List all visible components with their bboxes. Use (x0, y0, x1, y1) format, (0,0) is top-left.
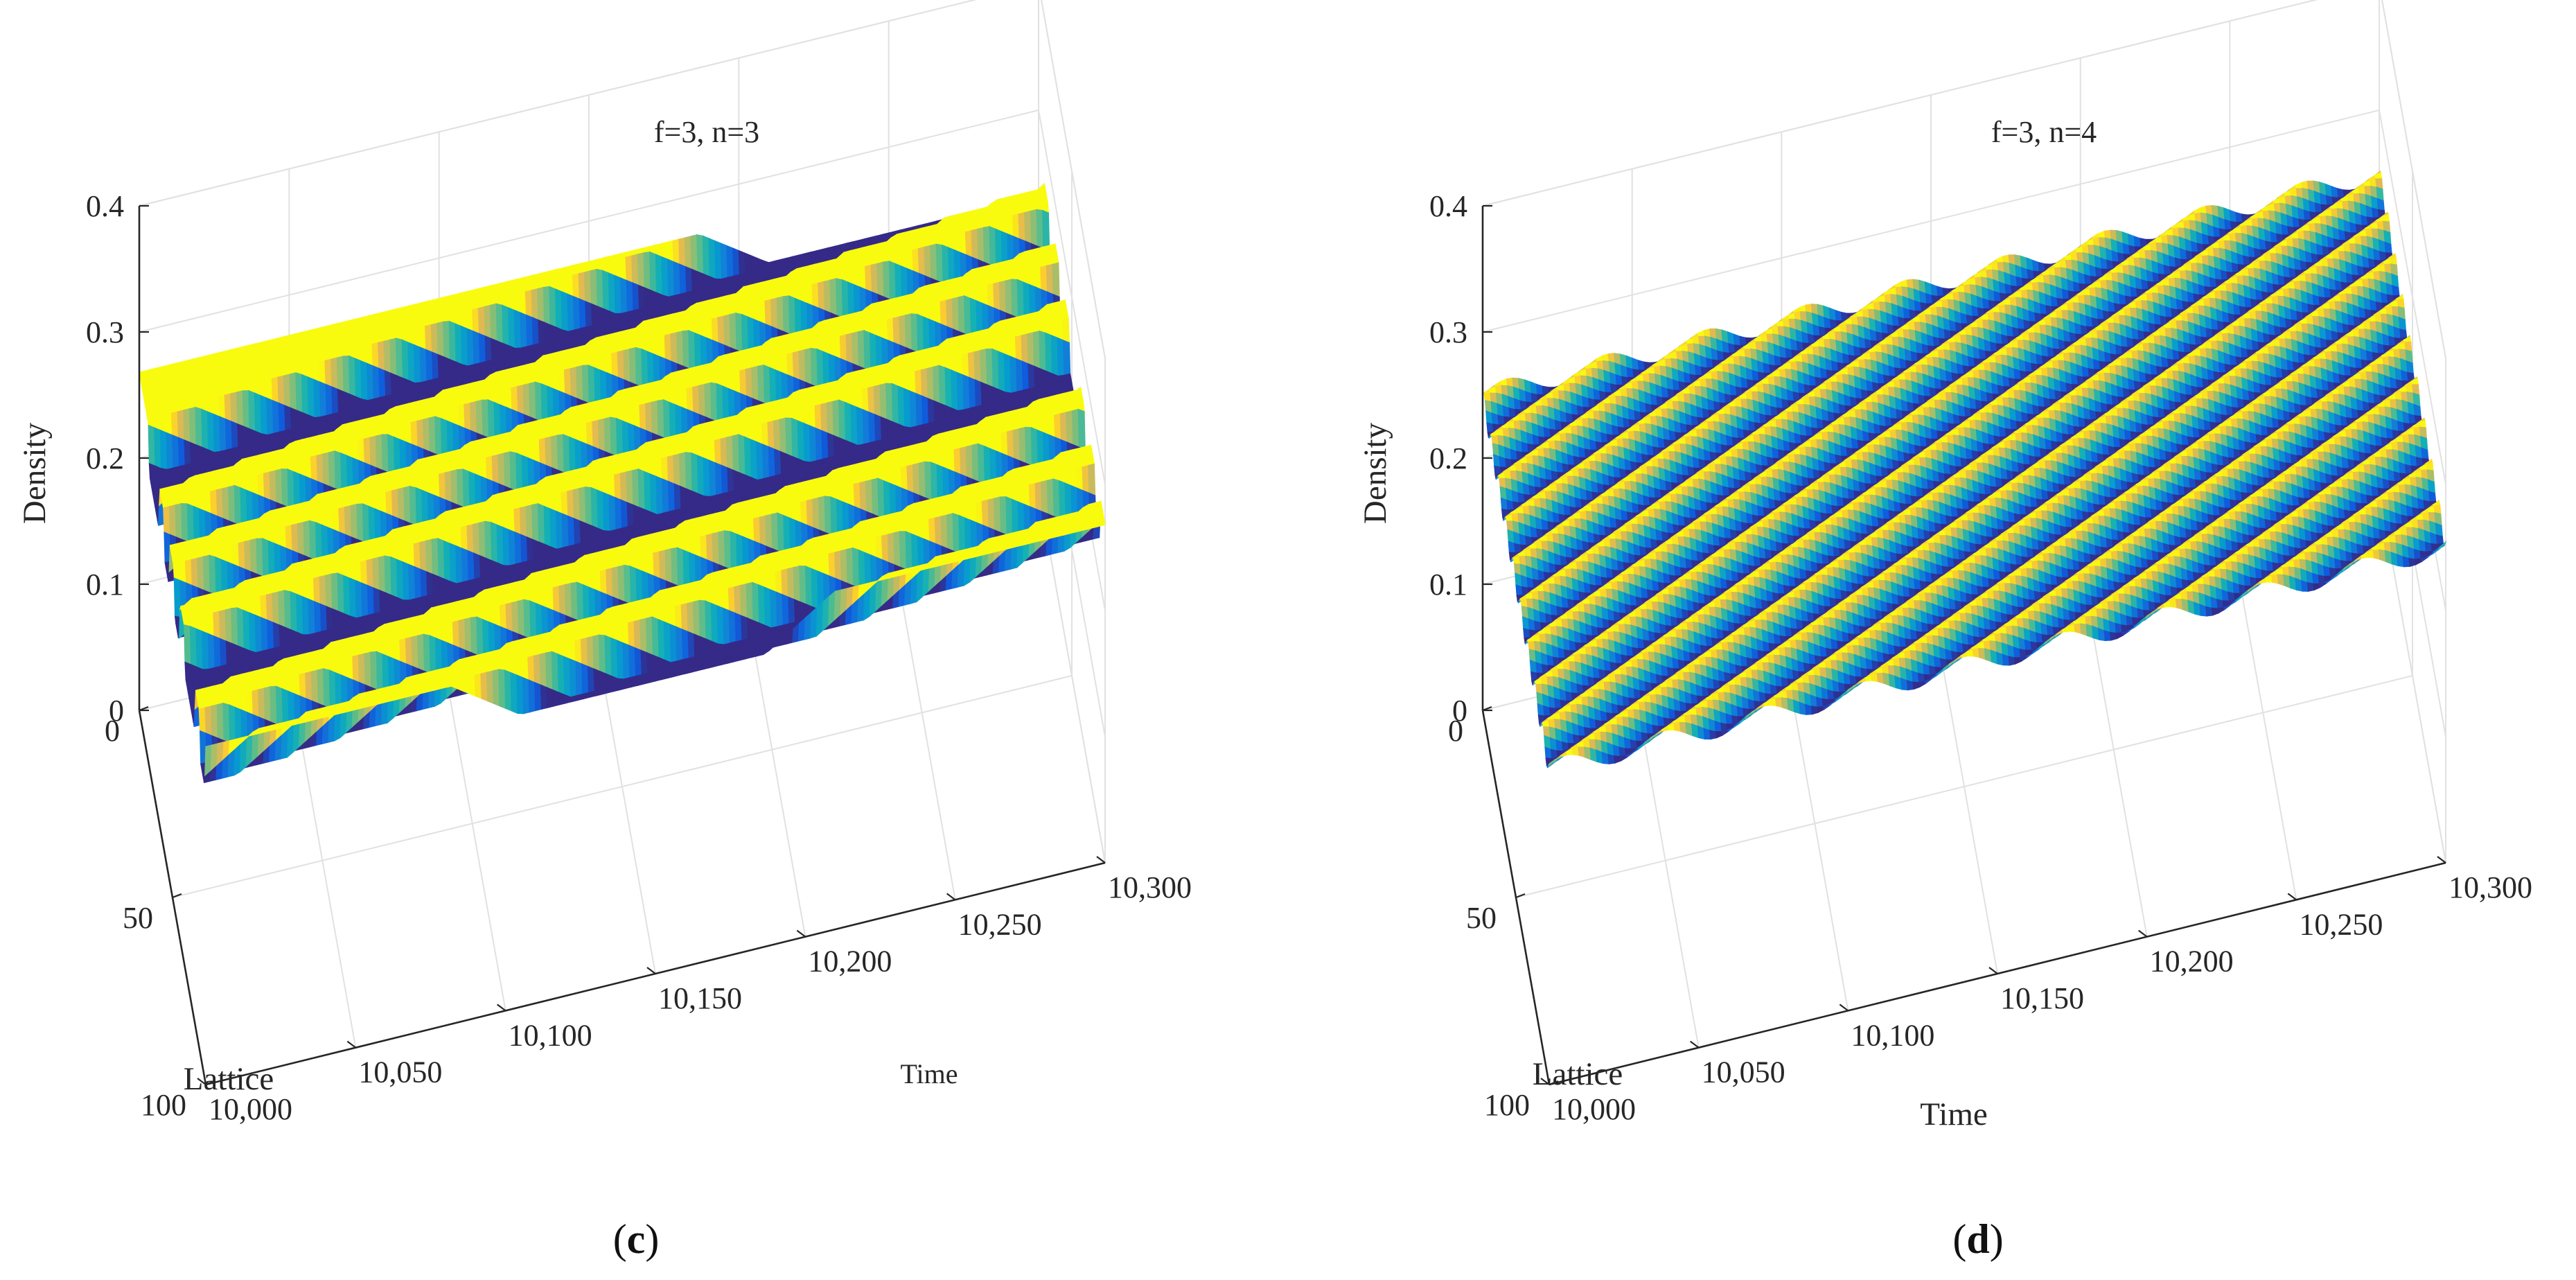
top-pane-edge-c (139, 0, 1106, 359)
y-gridline-c (172, 171, 1073, 898)
surface-c (139, 182, 1106, 784)
surface-patch-c (1052, 262, 1060, 298)
surface-patch-c (1042, 209, 1050, 252)
